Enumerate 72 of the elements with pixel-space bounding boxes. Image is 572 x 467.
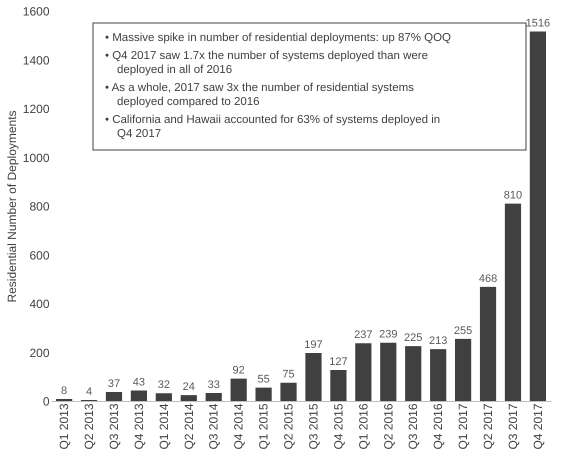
bar: [430, 349, 446, 401]
y-tick-label: 400: [29, 297, 50, 311]
x-tick-label: Q1 2016: [356, 403, 370, 450]
annotation: • As a whole, 2017 saw 3x the number of residential systems deployed compared to 2016: [105, 82, 414, 108]
data-label: 24: [182, 381, 195, 394]
data-label: 43: [132, 376, 146, 389]
x-tick-label: Q1 2017: [456, 403, 470, 450]
x-tick-label: Q2 2015: [282, 403, 296, 450]
bar: [206, 392, 222, 401]
bar: [380, 342, 396, 401]
bar: [280, 382, 297, 401]
data-label: 1516: [526, 17, 550, 30]
data-label: 810: [504, 190, 522, 202]
bar: [530, 31, 546, 401]
x-tick-label: Q3 2014: [206, 403, 221, 450]
data-label: 213: [428, 335, 448, 348]
annotation: • California and Hawaii accounted for 63% of systems deployed in Q4 2017: [105, 114, 440, 140]
y-tick-label: 1000: [22, 150, 50, 165]
x-tick-label: Q2 2017: [481, 403, 496, 450]
y-tick-label: 200: [29, 346, 50, 360]
y-tick-label: 1600: [22, 4, 50, 18]
x-tick-label: Q4 2016: [431, 403, 446, 450]
x-tick-label: Q4 2013: [132, 403, 146, 450]
bar: [305, 352, 322, 401]
data-label: 197: [304, 338, 323, 351]
data-label: 4: [86, 386, 92, 398]
y-tick-label: 600: [29, 248, 50, 262]
data-label: 237: [354, 329, 373, 342]
data-label: 37: [108, 378, 120, 390]
annotation: • Q4 2017 saw 1.7x the number of systems deployed than were deployed in all of 2016: [105, 50, 428, 76]
bar: [504, 204, 522, 401]
data-label: 33: [208, 378, 220, 391]
y-tick-label: 1400: [22, 53, 50, 68]
bar: [480, 286, 496, 401]
data-label: 255: [454, 324, 472, 337]
data-label: 55: [257, 374, 270, 386]
data-label: 92: [232, 364, 245, 377]
bar: [230, 378, 247, 401]
x-tick-label: Q4 2015: [331, 403, 346, 450]
x-tick-label: Q1 2015: [256, 403, 271, 450]
data-label: 75: [282, 368, 295, 381]
data-label: 8: [61, 385, 68, 398]
x-tick-label: Q3 2016: [406, 403, 420, 450]
x-tick-label: Q3 2013: [106, 403, 121, 450]
x-tick-label: Q1 2014: [156, 403, 171, 450]
x-tick-label: Q1 2013: [57, 403, 72, 450]
y-tick-label: 800: [29, 200, 50, 214]
y-axis-title: Residential Number of Deployments: [4, 110, 19, 303]
bar: [180, 395, 197, 401]
x-tick-label: Q3 2015: [306, 403, 320, 450]
bar: [405, 346, 422, 401]
x-tick-label: Q2 2013: [82, 403, 96, 450]
annotation: • Massive spike in number of residential deployments: up 87% QOQ: [105, 32, 452, 44]
y-tick-label: 1200: [22, 102, 50, 116]
bar: [454, 338, 472, 401]
x-tick-label: Q4 2017: [530, 403, 545, 450]
x-tick-label: Q2 2016: [381, 403, 396, 450]
x-tick-label: Q3 2017: [506, 403, 520, 450]
bar: [255, 388, 272, 401]
bar: [130, 390, 148, 401]
y-tick-label: 0: [42, 394, 50, 408]
x-tick-label: Q4 2014: [232, 403, 246, 450]
data-label: 239: [379, 328, 398, 341]
data-label: 225: [404, 332, 422, 344]
data-label: 32: [158, 379, 170, 392]
data-label: 468: [478, 272, 498, 285]
data-label: 127: [329, 356, 348, 368]
bar: [330, 370, 347, 401]
bar: [156, 393, 172, 401]
bar: [355, 343, 372, 401]
x-tick-label: Q2 2014: [182, 403, 196, 450]
bar: [106, 392, 122, 401]
